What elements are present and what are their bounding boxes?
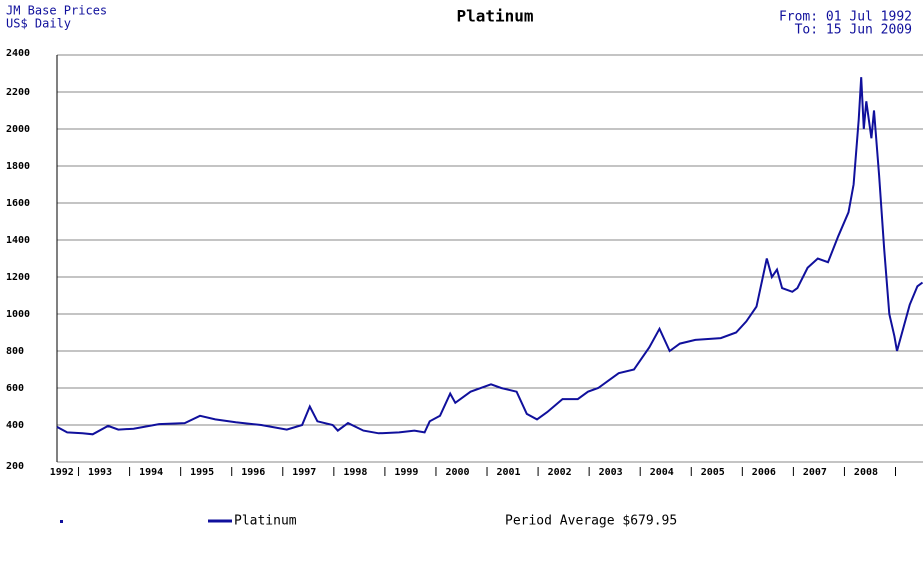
y-tick-label: 600 bbox=[6, 383, 24, 394]
y-tick-label: 200 bbox=[6, 461, 24, 472]
y-tick-label: 2000 bbox=[6, 124, 30, 135]
chart-title: Platinum bbox=[456, 7, 533, 26]
y-tick-label: 1400 bbox=[6, 235, 30, 246]
date-to: To: 15 Jun 2009 bbox=[795, 23, 912, 38]
average: Period Average $679.95 bbox=[505, 514, 677, 529]
legend-label: Platinum bbox=[234, 514, 297, 529]
x-tick-label: 1998 bbox=[343, 467, 367, 478]
dot bbox=[60, 520, 63, 523]
y-tick-label: 2400 bbox=[6, 48, 30, 59]
x-tick-label: 2000 bbox=[445, 467, 469, 478]
source: JM Base Prices bbox=[6, 4, 107, 18]
date-from: From: 01 Jul 1992 bbox=[779, 10, 912, 25]
y-tick-label: 1200 bbox=[6, 272, 30, 283]
x-tick-label: 1997 bbox=[292, 467, 316, 478]
x-tick-label: 1993 bbox=[88, 467, 112, 478]
x-tick-label: 1995 bbox=[190, 467, 214, 478]
x-tick-label: 1994 bbox=[139, 467, 163, 478]
x-tick-label: 1999 bbox=[394, 467, 418, 478]
x-tick-label: 2001 bbox=[497, 467, 521, 478]
y-tick-label: 1800 bbox=[6, 161, 30, 172]
x-tick-label: 1992 bbox=[50, 467, 74, 478]
y-tick-label: 2200 bbox=[6, 87, 30, 98]
x-tick-label: 2003 bbox=[599, 467, 623, 478]
x-tick-label: 1996 bbox=[241, 467, 265, 478]
line bbox=[56, 77, 923, 436]
y-tick-label: 1600 bbox=[6, 198, 30, 209]
y-tick-label: 800 bbox=[6, 346, 24, 357]
y-tick-label: 1000 bbox=[6, 309, 30, 320]
unit: US$ Daily bbox=[6, 17, 71, 31]
x-tick-label: 2005 bbox=[701, 467, 725, 478]
y-tick-label: 400 bbox=[6, 420, 24, 431]
x-tick-label: 2002 bbox=[548, 467, 572, 478]
x-tick-label: 2007 bbox=[803, 467, 827, 478]
x-tick-label: 2006 bbox=[752, 467, 776, 478]
x-tick-label: 2004 bbox=[650, 467, 674, 478]
x-tick-label: 2008 bbox=[854, 467, 878, 478]
